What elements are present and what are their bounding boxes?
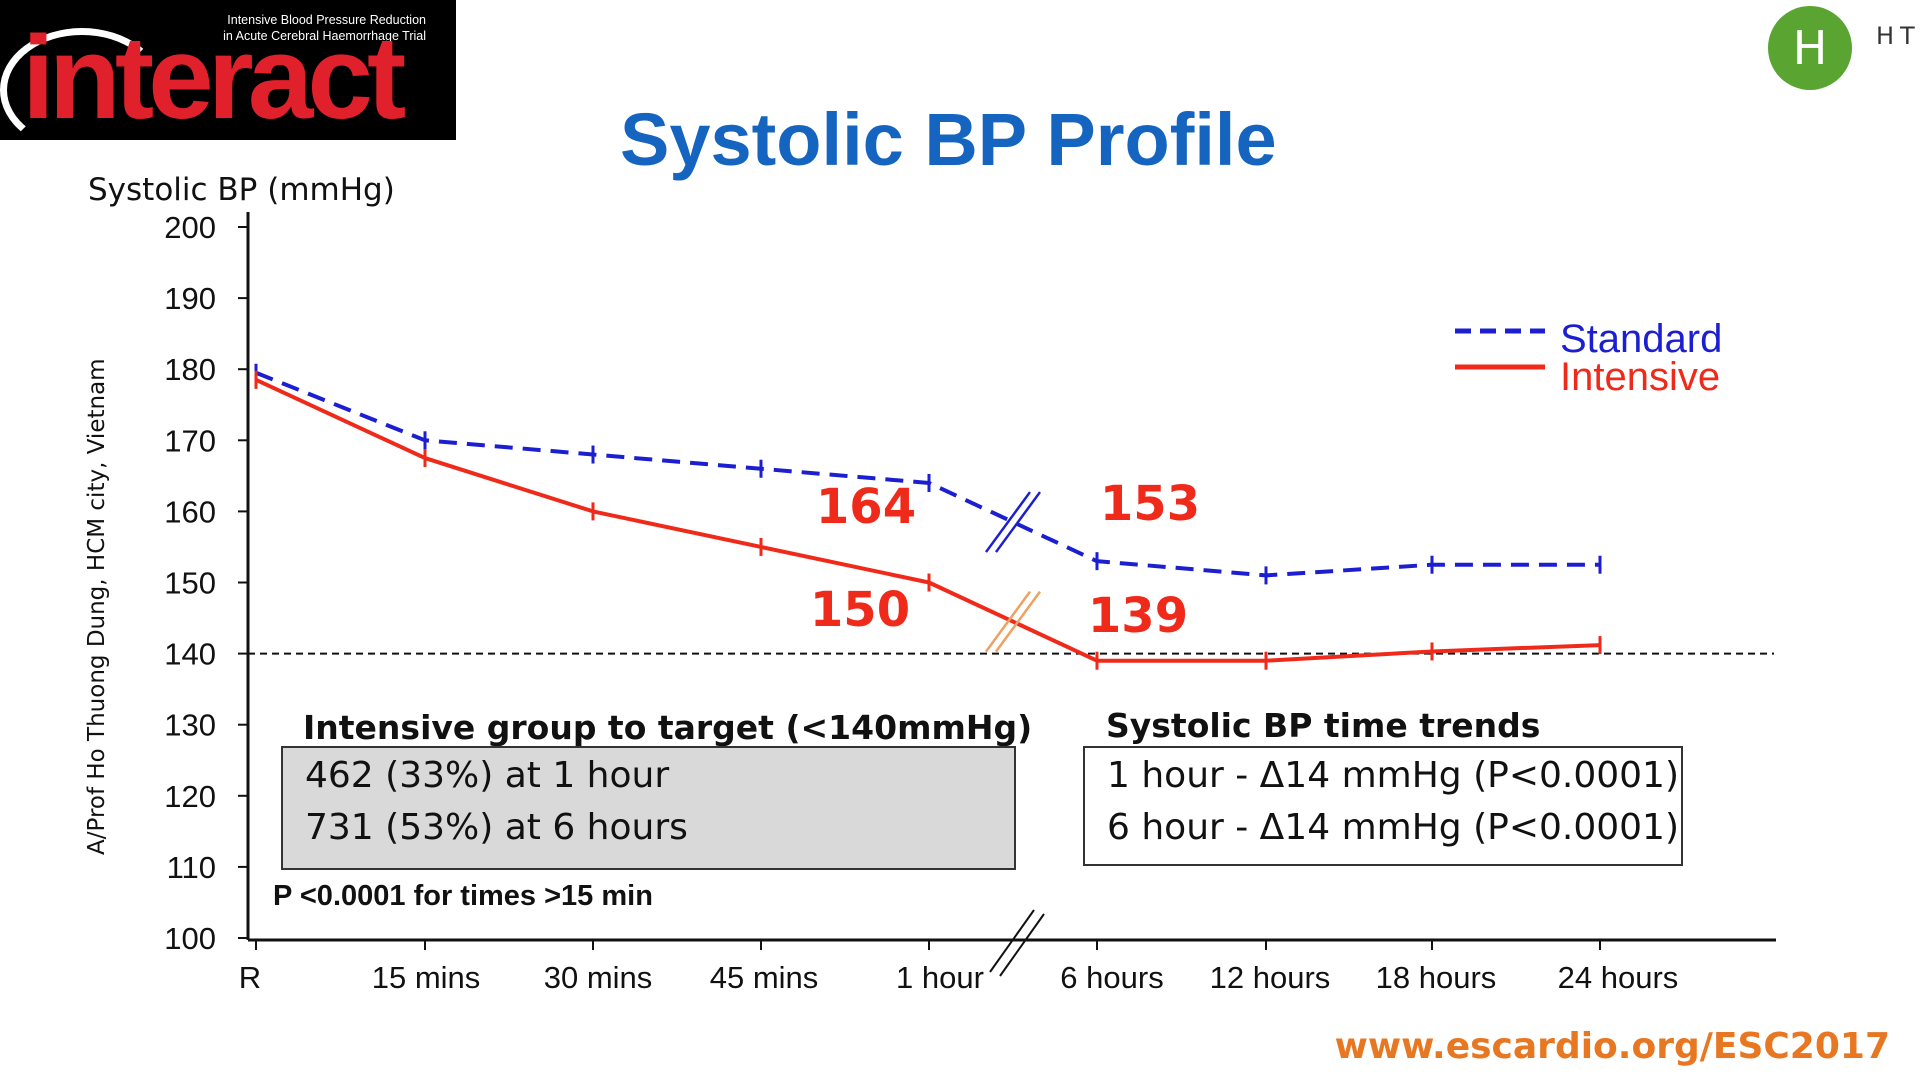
target-line-1: 462 (33%) at 1 hour xyxy=(305,755,670,796)
x-tick-label: 30 mins xyxy=(544,960,653,995)
presenter-badge-icon: H xyxy=(1768,6,1852,90)
logo-tagline-line-2: in Acute Cerebral Haemorrhage Trial xyxy=(223,29,426,43)
footer-url-text: www.escardio.org/ESC2017 xyxy=(1334,1026,1890,1067)
logo-tagline: Intensive Blood Pressure Reduction in Ac… xyxy=(126,12,426,44)
y-tick-label: 200 xyxy=(164,210,216,245)
x-tick-label: 1 hour xyxy=(896,960,984,995)
value-label-164: 164 xyxy=(816,479,916,535)
x-axis-ticks: R 15 mins 30 mins 45 mins 1 hour 6 hours 12 ho… xyxy=(239,940,1679,995)
value-label-139: 139 xyxy=(1088,588,1188,644)
interact-logo: Intensive Blood Pressure Reduction in Ac… xyxy=(0,0,456,140)
y-tick-label: 100 xyxy=(164,921,216,956)
y-axis-ticks: 200 190 180 170 160 150 140 130 120 110 100 xyxy=(164,210,248,956)
trends-line-2: 6 hour - Δ14 mmHg (P<0.0001) xyxy=(1107,807,1679,848)
logo-swirl-icon xyxy=(0,28,164,140)
target-box: 462 (33%) at 1 hour 731 (53%) at 6 hours xyxy=(281,746,1016,870)
trends-box-title: Systolic BP time trends xyxy=(1106,706,1541,745)
series-line-intensive xyxy=(255,378,1601,663)
y-tick-label: 170 xyxy=(164,423,216,458)
logo-tagline-line-1: Intensive Blood Pressure Reduction xyxy=(227,13,426,27)
logo-wordmark: interact xyxy=(22,12,406,140)
y-tick-label: 180 xyxy=(164,352,216,387)
x-tick-label: 18 hours xyxy=(1376,960,1497,995)
trends-line-1: 1 hour - Δ14 mmHg (P<0.0001) xyxy=(1107,755,1679,796)
legend-label-standard: Standard xyxy=(1560,317,1722,361)
x-tick-label: 6 hours xyxy=(1060,960,1163,995)
legend-label-intensive: Intensive xyxy=(1560,355,1720,399)
x-tick-label: R xyxy=(239,960,261,995)
target-box-title: Intensive group to target (<140mmHg) xyxy=(303,708,1033,747)
series-break-mark-intensive xyxy=(994,590,1042,653)
series-break-mark-intensive xyxy=(984,590,1032,653)
series-break-mark-standard xyxy=(994,491,1042,553)
series-group xyxy=(254,363,1602,670)
presenter-credit: A/Prof Ho Thuong Dung, HCM city, Vietnam xyxy=(84,358,110,855)
p-value-note: P <0.0001 for times >15 min xyxy=(273,880,653,912)
x-tick-label: 24 hours xyxy=(1558,960,1679,995)
trends-box: 1 hour - Δ14 mmHg (P<0.0001) 6 hour - Δ1… xyxy=(1083,746,1683,866)
target-line-2: 731 (53%) at 6 hours xyxy=(305,807,688,848)
axes xyxy=(246,212,1776,977)
y-tick-label: 110 xyxy=(167,850,216,885)
presenter-badge-text: HT xyxy=(1876,22,1920,50)
y-axis-title: Systolic BP (mmHg) xyxy=(88,172,395,208)
chart-title: Systolic BP Profile xyxy=(620,98,1277,181)
y-tick-label: 190 xyxy=(164,281,216,316)
x-tick-label: 12 hours xyxy=(1210,960,1331,995)
value-label-153: 153 xyxy=(1100,476,1200,532)
series-break-mark-standard xyxy=(984,491,1032,553)
axis-break-mark xyxy=(999,913,1045,977)
value-label-150: 150 xyxy=(810,582,910,638)
value-labels: 164 153 150 139 xyxy=(810,476,1200,644)
y-tick-label: 120 xyxy=(164,779,216,814)
x-tick-label: 15 mins xyxy=(372,960,481,995)
axis-break-mark xyxy=(989,909,1035,973)
y-tick-label: 140 xyxy=(164,637,216,672)
y-tick-label: 160 xyxy=(164,494,216,529)
footer-url: www.escardio.org/ESC2017 xyxy=(1335,1026,1890,1067)
y-tick-label: 150 xyxy=(164,566,216,601)
y-tick-label: 130 xyxy=(164,708,216,743)
x-tick-label: 45 mins xyxy=(710,960,819,995)
